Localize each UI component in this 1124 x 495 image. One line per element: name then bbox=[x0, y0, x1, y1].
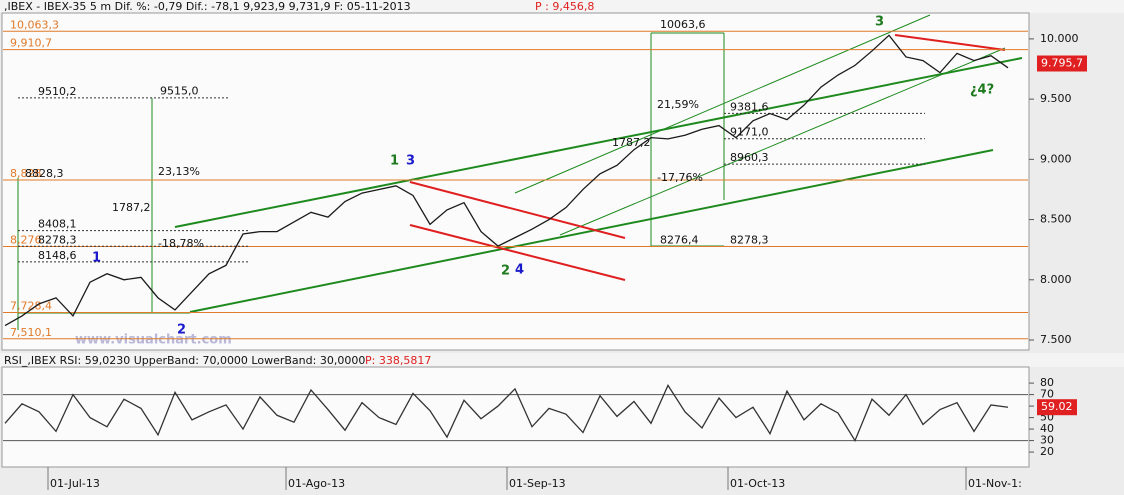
note: 1787,2 bbox=[612, 136, 651, 149]
level-label: 8,276 bbox=[10, 234, 42, 247]
last-price-label: 9.795,7 bbox=[1041, 57, 1083, 70]
wave-label: ¿4? bbox=[970, 83, 994, 98]
wave-label: 2 bbox=[177, 323, 186, 338]
note: 23,13% bbox=[158, 165, 200, 178]
x-tick-label: 01-Oct-13 bbox=[730, 477, 785, 490]
note-label: 8408,1 bbox=[38, 218, 77, 231]
note: 1787,2 bbox=[112, 201, 151, 214]
note-label: 8278,3 bbox=[730, 233, 769, 246]
note-label: 8276,4 bbox=[660, 233, 699, 246]
y-tick-label: 8.500 bbox=[1040, 213, 1072, 226]
level-label: 8,828 bbox=[10, 167, 42, 180]
note: -17,76% bbox=[657, 171, 703, 184]
rsi-title-value: P: 338,5817 bbox=[365, 354, 431, 367]
wave-label: 1 bbox=[390, 154, 399, 169]
level-label: 7,510,1 bbox=[10, 326, 52, 339]
rsi-line bbox=[4, 384, 1009, 442]
note-label: 8278,3 bbox=[38, 233, 77, 246]
wave-label: 3 bbox=[875, 15, 884, 30]
y-tick-label: 70 bbox=[1040, 388, 1054, 401]
y-tick-label: 40 bbox=[1040, 422, 1054, 435]
y-tick-label: 7.500 bbox=[1040, 333, 1072, 346]
note: 21,59% bbox=[657, 98, 699, 111]
y-tick-label: 10.000 bbox=[1040, 32, 1079, 45]
note: -18,78% bbox=[158, 237, 204, 250]
level-label: 9,910,7 bbox=[10, 37, 52, 50]
last-rsi-label: 59.02 bbox=[1041, 400, 1073, 413]
drawings bbox=[17, 14, 1023, 330]
y-tick-label: 30 bbox=[1040, 434, 1054, 447]
y-tick-label: 20 bbox=[1040, 445, 1054, 458]
channel-line bbox=[514, 14, 931, 194]
note-label: 9510,2 bbox=[38, 85, 77, 98]
trend-line bbox=[409, 224, 626, 281]
y-tick-label: 9.000 bbox=[1040, 152, 1072, 165]
trend-line bbox=[409, 181, 626, 239]
channel-line bbox=[559, 47, 1006, 236]
wave-label: 3 bbox=[406, 154, 415, 169]
last-price-box bbox=[1037, 55, 1087, 72]
level-label: 10,063,3 bbox=[10, 18, 59, 31]
trend-line bbox=[174, 57, 1023, 228]
watermark: www.visualchart.com bbox=[75, 333, 232, 348]
wave-label: 2 bbox=[501, 264, 510, 279]
rsi-title: RSI_,IBEX RSI: 59,0230 UpperBand: 70,000… bbox=[4, 354, 365, 367]
x-tick-label: 01-Ago-13 bbox=[288, 477, 345, 490]
note-label: 8960,3 bbox=[730, 151, 769, 164]
x-tick-label: 01-Jul-13 bbox=[50, 477, 100, 490]
trend-line bbox=[189, 149, 994, 313]
rsi-header-bar bbox=[0, 353, 1124, 367]
rsi-panel bbox=[1, 366, 1030, 468]
price-panel bbox=[1, 12, 1030, 351]
note-label: 9515,0 bbox=[160, 84, 199, 97]
y-tick-label: 80 bbox=[1040, 376, 1054, 389]
note-label: 8148,6 bbox=[38, 249, 77, 262]
y-tick-label: 8.000 bbox=[1040, 273, 1072, 286]
last-rsi-box bbox=[1037, 399, 1077, 416]
note-label: 9171,0 bbox=[730, 126, 769, 139]
trend-line bbox=[894, 34, 1006, 51]
y-tick-label: 9.500 bbox=[1040, 92, 1072, 105]
wave-label: 4 bbox=[515, 263, 524, 278]
title-value: P : 9,456,8 bbox=[535, 0, 594, 13]
header-bar bbox=[0, 0, 1124, 13]
x-tick-label: 01-Sep-13 bbox=[509, 477, 566, 490]
wave-label: 1 bbox=[92, 251, 101, 266]
chart-title: ,IBEX - IBEX-35 5 m Dif. %: -0,79 Dif.: … bbox=[4, 0, 411, 13]
price-line bbox=[4, 34, 1009, 327]
note-label: 9381,6 bbox=[730, 100, 769, 113]
x-tick-label: 01-Nov-1: bbox=[968, 477, 1022, 490]
note-label: 10063,6 bbox=[660, 18, 706, 31]
note-label: 8828,3 bbox=[25, 167, 64, 180]
